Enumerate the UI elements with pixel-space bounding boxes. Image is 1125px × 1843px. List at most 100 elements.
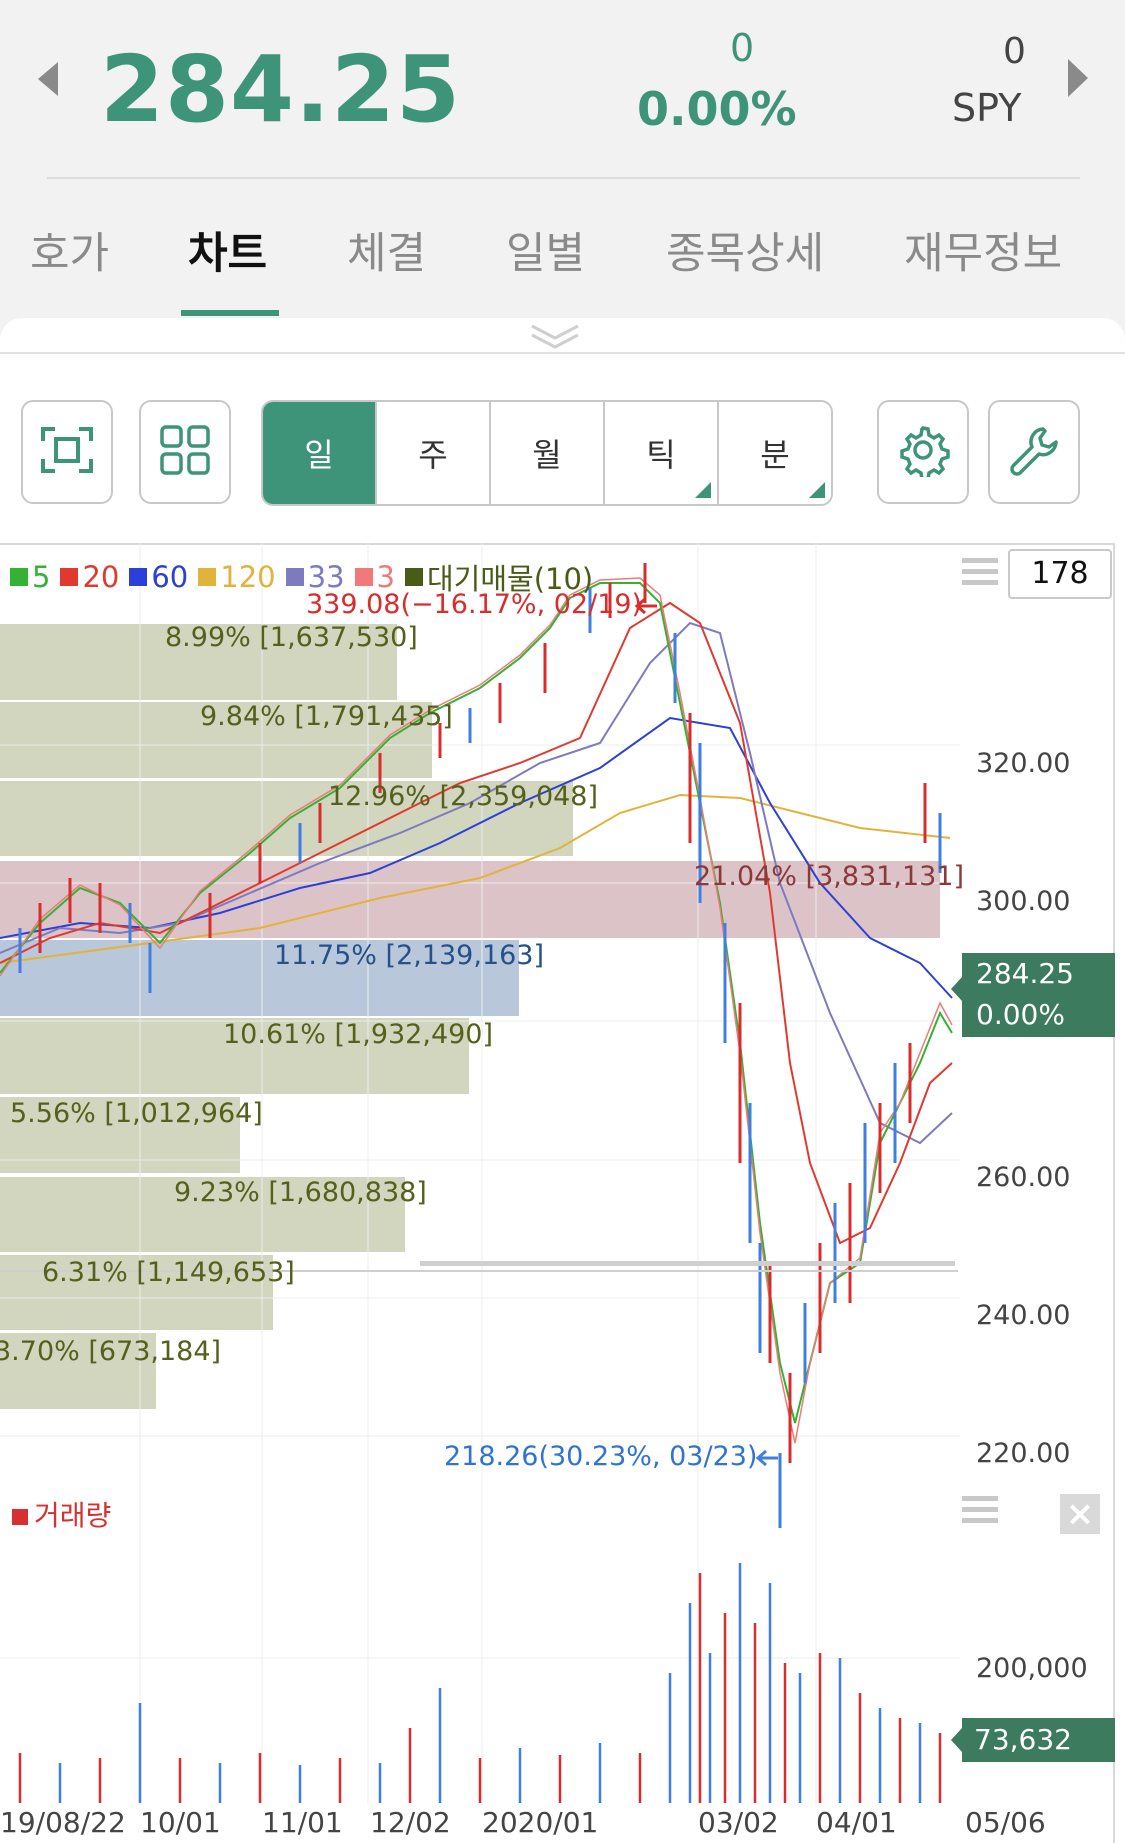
- vp-label: 5.56% [1,012,964]: [10, 1098, 263, 1129]
- x-axis-label: 10/01: [140, 1806, 221, 1839]
- y-axis-tick: 240.00: [976, 1300, 1071, 1331]
- toolbar-divider: [0, 352, 1125, 354]
- tab-chart[interactable]: 차트: [188, 229, 268, 279]
- next-symbol-arrow-icon[interactable]: [1068, 59, 1088, 97]
- x-axis-label: 12/02: [370, 1806, 451, 1839]
- tab-stock-detail[interactable]: 종목상세: [666, 229, 825, 279]
- y-axis-tick: 300.00: [976, 886, 1071, 917]
- high-arrow-icon: [634, 597, 657, 615]
- price-chart[interactable]: [0, 543, 1115, 1843]
- indicator-tools-button[interactable]: [988, 400, 1080, 504]
- vp-bar: [0, 1255, 273, 1330]
- x-axis-label: 11/01: [262, 1806, 343, 1839]
- y-axis-tick: 260.00: [976, 1162, 1071, 1193]
- last-price-pct: 0.00%: [976, 998, 1065, 1031]
- layout-button[interactable]: [139, 400, 231, 504]
- vp-bar: [0, 861, 940, 938]
- volume-bars: [18, 1563, 942, 1803]
- current-price: 284.25: [100, 36, 462, 143]
- tab-financials[interactable]: 재무정보: [904, 229, 1063, 279]
- legend-ma33: 33: [285, 560, 345, 594]
- collapse-chevron-icon[interactable]: [530, 322, 580, 356]
- vp-label: 9.84% [1,791,435]: [200, 701, 453, 732]
- legend-swatch: [404, 568, 423, 586]
- vp-label: 6.31% [1,149,653]: [42, 1257, 295, 1288]
- period-selector: 일 주 월 틱 분: [261, 400, 833, 506]
- legend-swatch: [198, 568, 217, 586]
- period-week-button[interactable]: 주: [377, 402, 491, 504]
- last-price-badge: 284.25 0.00%: [962, 953, 1115, 1037]
- vp-bar: [0, 940, 519, 1016]
- candle-count-input[interactable]: 178: [1008, 549, 1112, 599]
- low-annotation: 218.26(30.23%, 03/23): [444, 1441, 758, 1472]
- last-price-pointer: [951, 977, 962, 1001]
- last-price-value: 284.25: [976, 957, 1074, 990]
- x-axis-label: 03/02: [698, 1806, 779, 1839]
- period-tick-button[interactable]: 틱: [605, 402, 719, 504]
- tab-trades[interactable]: 체결: [347, 229, 427, 279]
- x-axis-label: 19/08/22: [0, 1806, 126, 1839]
- legend-ma20: 20: [60, 560, 119, 594]
- legend-swatch: [10, 568, 28, 586]
- vp-label: 9.23% [1,680,838]: [174, 1177, 427, 1208]
- legend-swatch: [129, 568, 148, 586]
- period-month-button[interactable]: 월: [491, 402, 605, 504]
- vp-label: 10.61% [1,932,490]: [223, 1019, 494, 1050]
- vp-bar: [0, 1333, 156, 1409]
- tab-daily[interactable]: 일별: [506, 229, 586, 279]
- menu-icon[interactable]: [962, 558, 998, 591]
- price-candles: [38, 563, 927, 1463]
- price-change: 0: [730, 26, 755, 70]
- volume-panel-title: 거래량: [12, 1494, 111, 1534]
- period-minute-button[interactable]: 분: [719, 402, 831, 504]
- grid-layout-icon: [159, 424, 211, 480]
- fullscreen-button[interactable]: [21, 400, 113, 504]
- x-axis-label: 2020/01: [482, 1806, 599, 1839]
- volume-menu-icon[interactable]: [962, 1496, 998, 1529]
- indicator-legend[interactable]: 5 20 60 120 33 3 대기매물(10): [10, 556, 593, 598]
- vp-label: 8.99% [1,637,530]: [165, 622, 418, 653]
- volume-y-tick: 200,000: [976, 1653, 1088, 1684]
- dropdown-corner-icon: [809, 482, 825, 498]
- fullscreen-icon: [39, 425, 95, 479]
- legend-ma60: 60: [129, 560, 188, 594]
- active-tab-indicator: [181, 310, 279, 316]
- tab-orderbook[interactable]: 호가: [30, 229, 110, 279]
- x-axis-label: 05/06: [965, 1806, 1046, 1839]
- legend-swatch: [285, 568, 304, 586]
- trade-volume: 0: [1003, 31, 1026, 72]
- scrollbar-thumb: [420, 1261, 955, 1266]
- legend-swatch: [354, 568, 373, 586]
- symbol-code: SPY: [952, 86, 1022, 130]
- header-divider: [47, 177, 1080, 179]
- vp-label: 3.70% [673,184]: [0, 1336, 222, 1367]
- vp-label: 12.96% [2,359,048]: [328, 781, 599, 812]
- legend-ma120: 120: [198, 560, 276, 594]
- volume-swatch: [12, 1509, 28, 1525]
- period-minute-label: 분: [760, 436, 790, 474]
- price-change-percent: 0.00%: [637, 82, 797, 136]
- vp-bar: [0, 1177, 405, 1252]
- last-volume-pointer: [951, 1728, 962, 1752]
- gridlines: [0, 543, 960, 1805]
- legend-swatch: [60, 568, 79, 586]
- chart-settings-button[interactable]: [877, 400, 969, 504]
- last-volume-badge: 73,632: [962, 1718, 1115, 1762]
- y-axis-tick: 220.00: [976, 1438, 1071, 1469]
- vp-label: 11.75% [2,139,163]: [274, 940, 545, 971]
- legend-volume-profile: 대기매물(10): [404, 556, 593, 598]
- legend-ma5: 5: [10, 560, 50, 594]
- y-axis-tick: 320.00: [976, 748, 1071, 779]
- period-tick-label: 틱: [646, 436, 676, 474]
- chart-frame: [0, 543, 1115, 1843]
- wrench-icon: [1007, 423, 1061, 481]
- prev-symbol-arrow-icon[interactable]: [38, 62, 58, 96]
- settings-gear-icon: [896, 423, 950, 481]
- close-icon[interactable]: ×: [1060, 1494, 1100, 1534]
- ma120-line: [0, 793, 951, 964]
- legend-ma3: 3: [354, 560, 395, 594]
- period-day-button[interactable]: 일: [263, 402, 377, 504]
- price-candles-down: [18, 588, 942, 1528]
- vp-bar: [0, 624, 397, 700]
- vp-bar: [0, 1018, 469, 1094]
